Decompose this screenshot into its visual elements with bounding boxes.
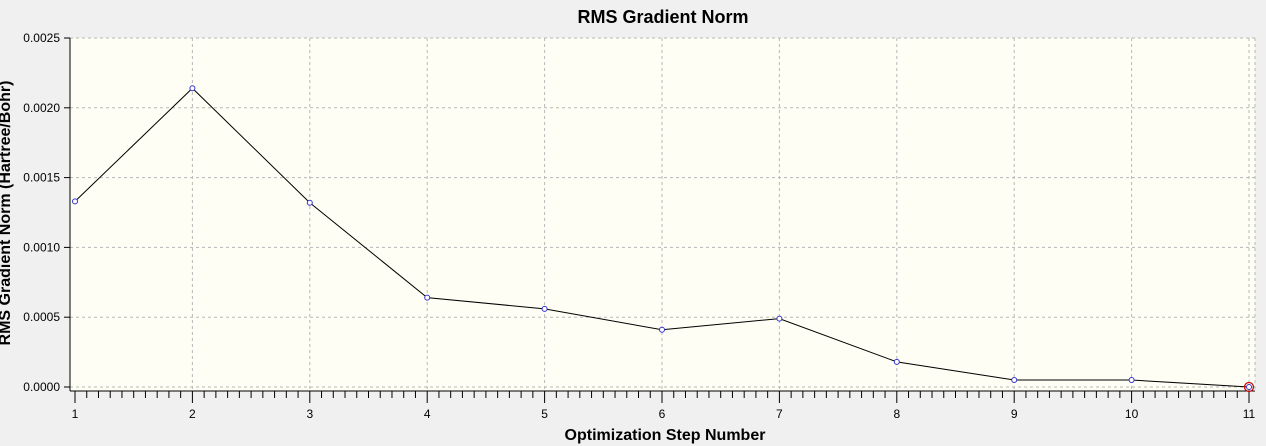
x-tick-label: 6 [659, 407, 666, 421]
y-axis-label: RMS Gradient Norm (Hartree/Bohr) [0, 81, 14, 346]
x-tick-label: 8 [893, 407, 900, 421]
x-tick-label: 9 [1011, 407, 1018, 421]
data-point [306, 199, 313, 206]
x-tick-label: 2 [189, 407, 196, 421]
current-point-marker [1243, 381, 1255, 393]
y-tick-label: 0.0005 [23, 310, 60, 324]
data-point [1246, 384, 1252, 390]
data-point [72, 198, 78, 205]
data-point [189, 85, 196, 92]
y-tick-label: 0.0020 [23, 101, 60, 115]
tick-marks [64, 37, 1250, 403]
x-tick-label: 1 [72, 407, 79, 421]
data-point [1011, 377, 1018, 384]
x-axis-label: Optimization Step Number [565, 427, 766, 444]
y-tick-label: 0.0015 [23, 171, 60, 185]
tick-labels: 1 2 3 4 5 6 7 8 9 10 11 0.0000 0.0005 0.0010 0.0015 0.0… [23, 31, 1255, 421]
data-point [1128, 377, 1135, 384]
x-tick-label: 7 [776, 407, 783, 421]
y-tick-label: 0.0000 [23, 380, 60, 394]
y-tick-label: 0.0010 [23, 240, 60, 254]
data-point [424, 294, 431, 301]
x-tick-label: 11 [1243, 407, 1256, 421]
data-point [893, 358, 900, 365]
y-tick-label: 0.0025 [23, 31, 60, 45]
x-tick-label: 5 [541, 407, 548, 421]
x-tick-label: 10 [1125, 407, 1139, 421]
series [72, 85, 1255, 393]
chart-title: RMS Gradient Norm [577, 7, 748, 27]
data-point [659, 326, 665, 333]
x-tick-label: 3 [306, 407, 313, 421]
x-tick-label: 4 [424, 407, 431, 421]
data-point [776, 315, 783, 322]
grid [70, 37, 1256, 391]
data-point [541, 305, 548, 312]
